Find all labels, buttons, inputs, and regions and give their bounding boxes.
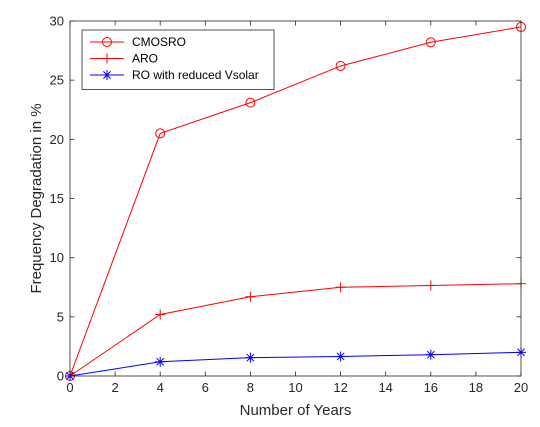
axes-layer: 0 2 4 6 8 10 12 14 16 18 20 0 5 10 15 20 25 30: [50, 14, 529, 396]
x-tick-label: 16: [424, 380, 438, 395]
y-axis-title: Frequency Degradation in %: [28, 103, 45, 293]
data-point-cmosro-3-shape: [335, 60, 346, 71]
legend-box: [81, 29, 275, 90]
x-tick-label: 6: [202, 380, 209, 395]
data-point-ro-with-reduced-vsolar-4-d2: [426, 350, 435, 359]
series-line-aro: [69, 283, 522, 377]
data-point-cmosro-4: [425, 37, 436, 48]
legend: CMOSRO ARO RO with reduced Vsolar: [81, 29, 275, 90]
x-tick-label: 12: [333, 380, 347, 395]
series-layer: [65, 21, 526, 381]
data-point-ro-with-reduced-vsolar-4: [425, 349, 436, 360]
data-point-aro-2: [245, 291, 256, 302]
legend-marker-cmosro-shape: [102, 37, 112, 47]
data-point-cmosro-4-shape: [425, 37, 436, 48]
data-point-aro-1: [155, 309, 166, 320]
series-line-ro-with-reduced-vsolar: [69, 351, 522, 377]
legend-marker-ro-with-reduced-vsolar: [102, 70, 112, 80]
y-tick-label: 20: [50, 132, 64, 147]
y-tick-label: 0: [57, 369, 64, 384]
data-point-aro-3: [335, 282, 346, 293]
x-tick-label: 4: [157, 380, 164, 395]
data-point-cmosro-2: [245, 97, 256, 108]
y-tick-label: 30: [50, 14, 64, 29]
data-point-cmosro-3: [335, 60, 346, 71]
y-tick-label: 15: [50, 191, 64, 206]
legend-marker-aro: [102, 53, 112, 64]
x-axis-title: Number of Years: [240, 402, 352, 419]
y-tick-label: 5: [57, 309, 64, 324]
y-tick-label: 10: [50, 250, 64, 265]
data-point-ro-with-reduced-vsolar-2: [245, 352, 256, 363]
legend-label-cmosro: CMOSRO: [132, 35, 186, 49]
x-tick-label: 0: [66, 380, 73, 395]
legend-label-aro: ARO: [132, 52, 158, 66]
x-tick-label: 2: [111, 380, 118, 395]
data-point-ro-with-reduced-vsolar-1: [155, 356, 166, 367]
x-tick-label: 18: [469, 380, 483, 395]
series-line-cmosro: [69, 26, 522, 377]
data-point-ro-with-reduced-vsolar-3: [335, 351, 346, 362]
data-point-aro-4: [425, 280, 436, 291]
data-point-ro-with-reduced-vsolar-1-d2: [156, 357, 165, 366]
legend-label-ro-with-reduced-vsolar: RO with reduced Vsolar: [132, 68, 259, 82]
data-point-cmosro-2-shape: [245, 97, 256, 108]
x-tick-label: 10: [288, 380, 302, 395]
x-tick-label: 20: [514, 380, 528, 395]
y-tick-label: 25: [50, 73, 64, 88]
x-tick-label: 14: [378, 380, 392, 395]
data-point-ro-with-reduced-vsolar-2-d2: [246, 353, 255, 362]
data-point-ro-with-reduced-vsolar-3-d2: [336, 352, 345, 361]
legend-marker-ro-with-reduced-vsolar-d2: [103, 71, 111, 79]
data-point-cmosro-1: [155, 128, 166, 139]
data-point-cmosro-1-shape: [155, 128, 166, 139]
legend-marker-cmosro: [102, 37, 112, 47]
x-tick-label: 8: [247, 380, 254, 395]
